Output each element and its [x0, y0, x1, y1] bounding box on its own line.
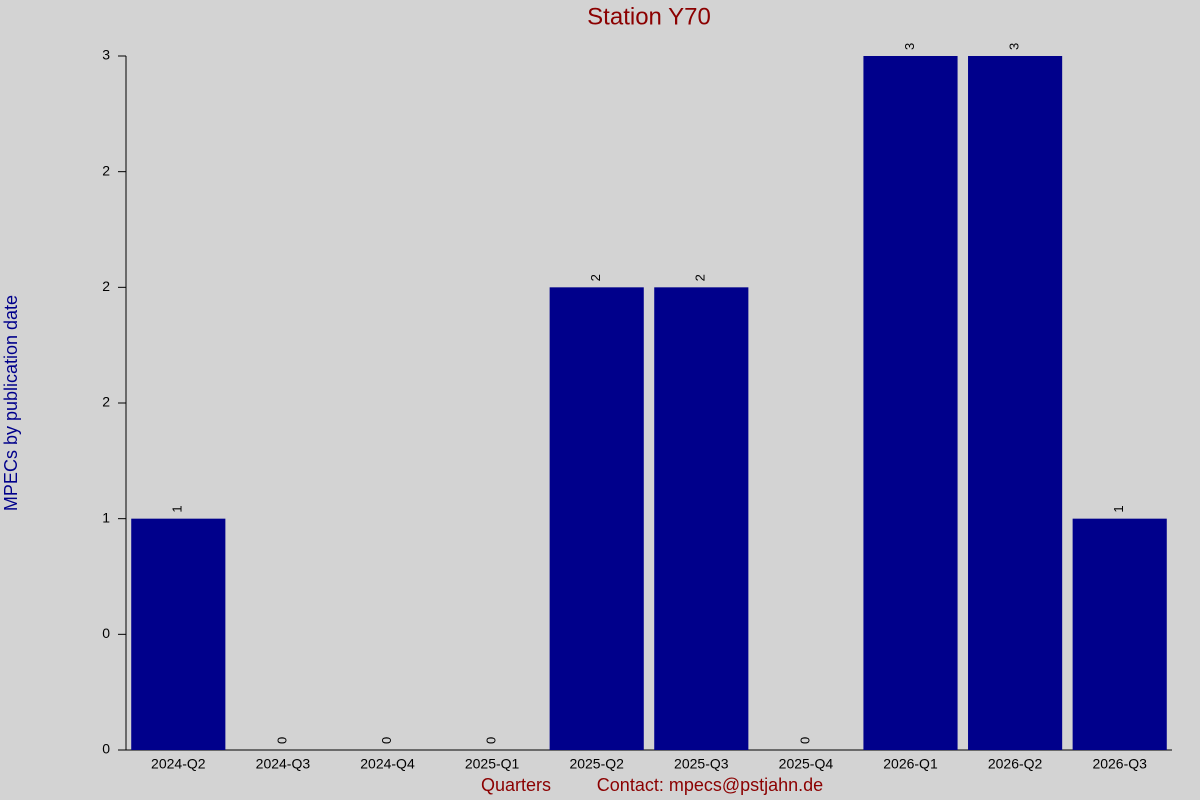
- bar: [863, 56, 958, 750]
- x-tick-label: 2024-Q3: [256, 756, 311, 772]
- y-tick-label: 2: [102, 278, 110, 294]
- x-tick-label: 2025-Q3: [674, 756, 729, 772]
- x-tick-label: 2024-Q2: [151, 756, 206, 772]
- value-label: 2: [693, 274, 708, 281]
- bar: [968, 56, 1063, 750]
- y-tick-label: 2: [102, 162, 110, 178]
- value-label: 0: [274, 737, 289, 744]
- y-tick-label: 2: [102, 394, 110, 410]
- x-tick-label: 2025-Q1: [465, 756, 520, 772]
- x-tick-label: 2025-Q2: [569, 756, 624, 772]
- value-label: 0: [797, 737, 812, 744]
- y-tick-label: 1: [102, 509, 110, 525]
- value-label: 3: [1007, 43, 1022, 50]
- chart-title: Station Y70: [587, 3, 711, 30]
- footer: Contact: mpecs@pstjahn.de: [597, 775, 823, 795]
- x-tick-label: 2026-Q2: [988, 756, 1043, 772]
- y-tick-label: 3: [102, 47, 110, 63]
- x-tick-label: 2026-Q3: [1092, 756, 1147, 772]
- x-tick-label: 2024-Q4: [360, 756, 415, 772]
- x-axis-label: Quarters: [481, 775, 551, 795]
- value-label: 1: [1111, 505, 1126, 512]
- bar: [549, 287, 644, 750]
- value-label: 3: [902, 43, 917, 50]
- bar: [1072, 518, 1167, 750]
- value-label: 1: [170, 505, 185, 512]
- x-tick-label: 2026-Q1: [883, 756, 938, 772]
- y-tick-label: 0: [102, 741, 110, 757]
- bar: [131, 518, 226, 750]
- value-label: 0: [484, 737, 499, 744]
- x-tick-label: 2025-Q4: [779, 756, 834, 772]
- value-label: 2: [588, 274, 603, 281]
- y-tick-label: 0: [102, 625, 110, 641]
- bar: [654, 287, 749, 750]
- y-axis-label: MPECs by publication date: [1, 295, 21, 511]
- value-label: 0: [379, 737, 394, 744]
